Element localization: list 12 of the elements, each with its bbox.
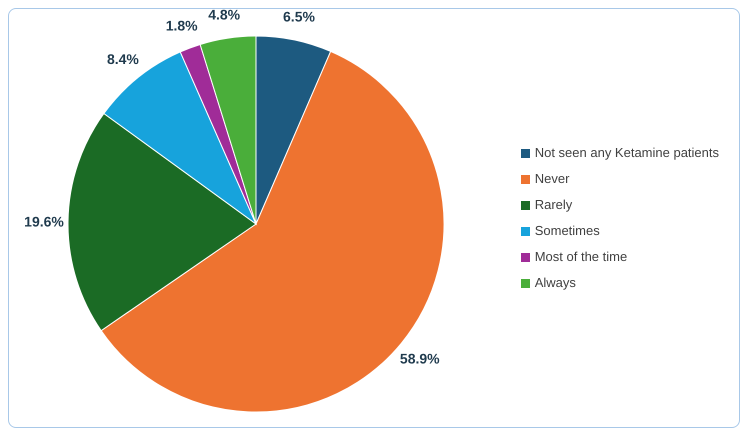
data-label: 8.4%: [106, 50, 140, 67]
legend-label: Sometimes: [534, 222, 600, 240]
data-label: 4.8%: [208, 6, 241, 22]
data-label: 58.9%: [400, 350, 440, 367]
legend-label: Rarely: [534, 196, 572, 214]
legend-label: Never: [534, 170, 570, 188]
legend-label: Not seen any Ketamine patients: [534, 144, 719, 162]
legend-label: Always: [534, 274, 576, 292]
data-label: 6.5%: [283, 8, 316, 24]
legend-label: Most of the time: [534, 248, 628, 266]
data-label: 19.6%: [24, 213, 64, 230]
data-label: 1.8%: [166, 17, 198, 34]
